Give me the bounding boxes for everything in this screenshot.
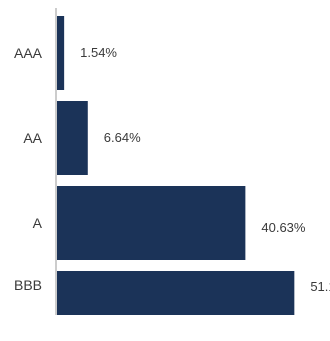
category-label-aa: AA — [23, 130, 42, 146]
bar-aaa — [57, 16, 65, 90]
bar-a — [57, 186, 246, 260]
value-label-bbb: 51.19% — [310, 279, 330, 294]
category-label-a: A — [33, 215, 43, 231]
value-labels-group: 1.54% 6.64% 40.63% 51.19% — [80, 45, 330, 294]
bar-bbb — [57, 271, 295, 315]
bars-group — [57, 16, 295, 315]
value-label-aa: 6.64% — [104, 130, 141, 145]
bar-aa — [57, 101, 88, 175]
category-label-aaa: AAA — [14, 45, 43, 61]
value-label-a: 40.63% — [261, 220, 306, 235]
category-label-bbb: BBB — [14, 277, 42, 293]
value-label-aaa: 1.54% — [80, 45, 117, 60]
